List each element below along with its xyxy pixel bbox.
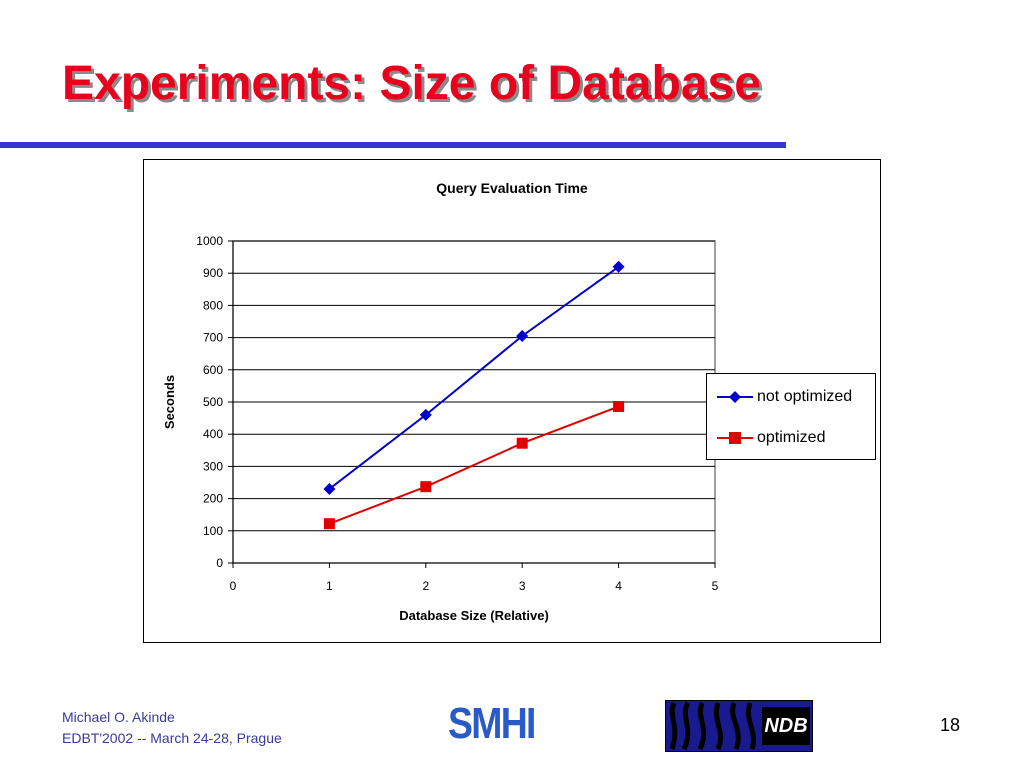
event-info: EDBT'2002 -- March 24-28, Prague bbox=[62, 730, 282, 746]
chart-title: Query Evaluation Time bbox=[436, 180, 588, 196]
data-point bbox=[323, 518, 335, 530]
author-name: Michael O. Akinde bbox=[62, 709, 175, 725]
legend-item-not-optimized: not optimized bbox=[717, 387, 852, 407]
grid-layer bbox=[232, 240, 716, 564]
x-tick-label: 4 bbox=[615, 579, 622, 593]
y-tick-label: 600 bbox=[203, 363, 223, 377]
y-tick-label: 700 bbox=[203, 331, 223, 345]
page-number: 18 bbox=[940, 715, 961, 735]
slide-title: Experiments: Size of Database bbox=[62, 57, 761, 110]
y-tick-label: 400 bbox=[203, 427, 223, 441]
data-point bbox=[516, 329, 529, 342]
wave-pattern-icon bbox=[669, 701, 756, 751]
data-point bbox=[419, 408, 432, 421]
data-point bbox=[613, 401, 625, 413]
x-tick-label: 5 bbox=[712, 579, 719, 593]
footer-credits: Michael O. Akinde EDBT'2002 -- March 24-… bbox=[62, 707, 282, 749]
y-tick-label: 1000 bbox=[196, 234, 223, 248]
data-point bbox=[420, 481, 432, 493]
x-tick-label: 0 bbox=[230, 579, 237, 593]
legend-item-optimized: optimized bbox=[717, 428, 825, 448]
y-axis-label: Seconds bbox=[162, 375, 177, 429]
series-not-optimized bbox=[323, 260, 625, 495]
x-axis-label: Database Size (Relative) bbox=[399, 608, 549, 623]
series-layer bbox=[323, 260, 625, 530]
chart-legend: not optimized optimized bbox=[706, 373, 876, 460]
y-tick-label: 200 bbox=[203, 492, 223, 506]
data-point bbox=[612, 260, 625, 273]
x-tick-label: 3 bbox=[519, 579, 526, 593]
axis-layer: 0 100 200 300 400 500 600 700 800 900 1000 0 1 2 3 4 5 bbox=[196, 234, 718, 593]
y-tick-label: 300 bbox=[203, 459, 223, 473]
ndb-logo: NDB bbox=[665, 700, 813, 752]
y-tick-label: 500 bbox=[203, 395, 223, 409]
series-optimized bbox=[323, 401, 625, 530]
x-tick-label: 2 bbox=[422, 579, 429, 593]
legend-label: not optimized bbox=[757, 388, 853, 405]
title-rule bbox=[0, 142, 786, 148]
y-tick-label: 100 bbox=[203, 524, 223, 538]
data-point bbox=[323, 482, 336, 495]
chart-canvas: Query Evaluation Time Database Size (Rel… bbox=[162, 180, 719, 623]
ndb-logo-text: NDB bbox=[762, 707, 810, 745]
series-line bbox=[328, 265, 620, 490]
y-tick-label: 0 bbox=[216, 556, 223, 570]
smhi-logo: SMHI bbox=[448, 699, 536, 748]
x-tick-label: 1 bbox=[326, 579, 333, 593]
y-tick-label: 900 bbox=[203, 266, 223, 280]
data-point bbox=[516, 437, 528, 449]
square-marker-icon bbox=[717, 432, 753, 444]
diamond-marker-icon bbox=[717, 391, 753, 403]
series-line bbox=[329, 405, 619, 525]
y-tick-label: 800 bbox=[203, 298, 223, 312]
legend-label: optimized bbox=[757, 429, 826, 446]
